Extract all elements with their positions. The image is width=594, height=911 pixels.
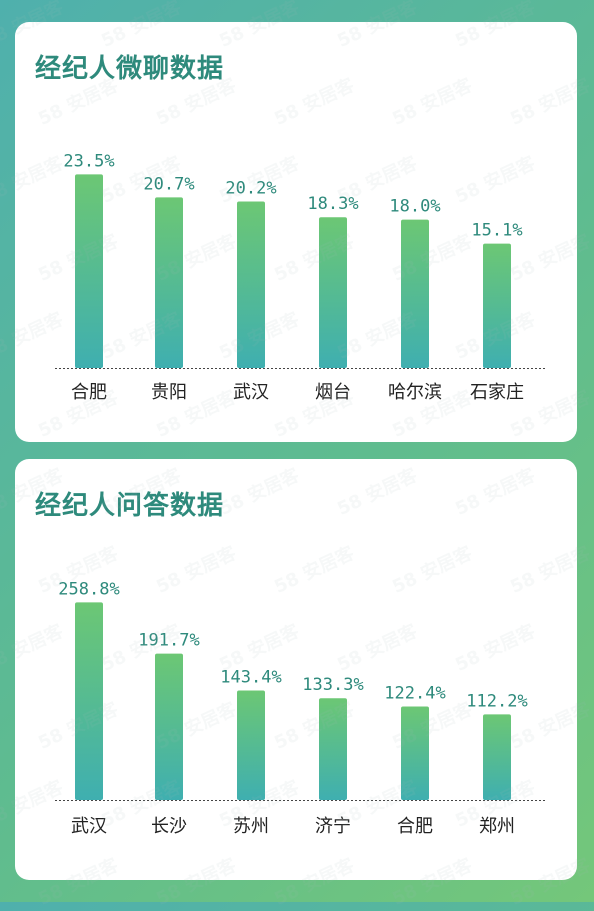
data-label: 122.4%	[384, 684, 445, 704]
bar-合肥	[75, 174, 103, 368]
category-label: 合肥	[397, 816, 433, 837]
bar-苏州	[237, 690, 265, 800]
bar-武汉	[237, 201, 265, 368]
data-label: 18.0%	[389, 197, 440, 217]
data-label: 143.4%	[220, 667, 281, 687]
data-label: 112.2%	[466, 691, 527, 711]
data-label: 20.2%	[225, 179, 276, 199]
bar-贵阳	[155, 197, 183, 368]
chat-data-chart: 23.5% 合肥 20.7% 贵阳 20.2% 武汉 18.3% 烟台 18.0% 哈尔滨 15.1…	[55, 151, 545, 403]
category-label: 郑州	[479, 816, 515, 837]
category-label: 烟台	[315, 382, 351, 403]
bar-武汉	[75, 602, 103, 800]
data-label: 191.7%	[138, 631, 199, 651]
bar-济宁	[319, 698, 347, 800]
category-label: 贵阳	[151, 382, 187, 403]
category-label: 长沙	[151, 816, 187, 837]
data-label: 258.8%	[58, 579, 119, 599]
bar-长沙	[155, 653, 183, 800]
bar-石家庄	[483, 243, 511, 368]
chat-data-card: 经纪人微聊数据 23.5% 合肥 20.7% 贵阳 20.2% 武汉 18.3% 烟台 18.0…	[15, 22, 577, 442]
category-label: 武汉	[233, 382, 269, 403]
qa-data-chart: 258.8% 武汉 191.7% 长沙 143.4% 苏州 133.3% 济宁 122.4% 合肥…	[55, 579, 545, 837]
chart-title: 经纪人问答数据	[35, 491, 225, 521]
data-label: 15.1%	[471, 221, 522, 241]
bar-合肥	[401, 706, 429, 800]
data-label: 133.3%	[302, 675, 363, 695]
qa-data-card: 经纪人问答数据 258.8% 武汉 191.7% 长沙 143.4% 苏州 133.3% 济宁…	[15, 459, 577, 880]
category-label: 合肥	[71, 382, 107, 403]
chart-title: 经纪人微聊数据	[35, 54, 225, 84]
bar-烟台	[319, 217, 347, 368]
bar-哈尔滨	[401, 219, 429, 368]
data-label: 18.3%	[307, 194, 358, 214]
category-label: 哈尔滨	[388, 382, 442, 403]
data-label: 20.7%	[143, 174, 194, 194]
category-label: 武汉	[71, 816, 107, 837]
bar-郑州	[483, 714, 511, 800]
data-label: 23.5%	[63, 151, 114, 171]
category-label: 济宁	[315, 816, 351, 837]
category-label: 石家庄	[470, 382, 524, 403]
category-label: 苏州	[233, 816, 269, 837]
